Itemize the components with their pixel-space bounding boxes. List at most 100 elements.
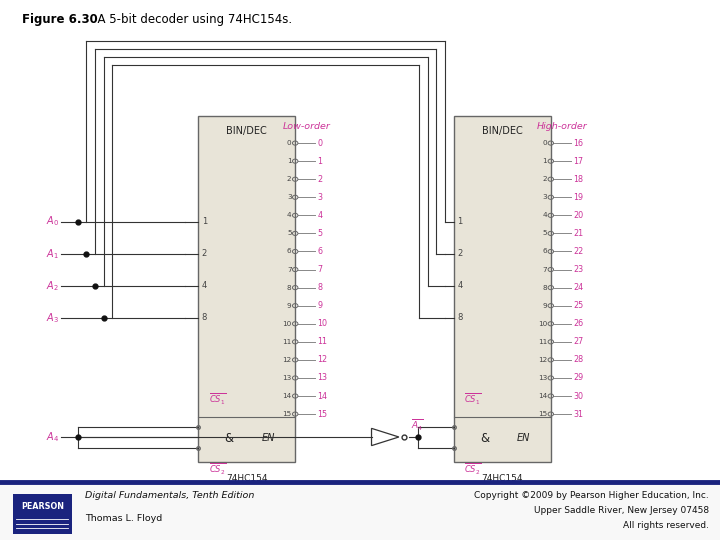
- Text: 31: 31: [573, 409, 583, 418]
- Text: 13: 13: [538, 375, 547, 381]
- Text: 15: 15: [282, 411, 292, 417]
- Text: 5: 5: [287, 231, 292, 237]
- Bar: [198, 116, 295, 462]
- Text: 6: 6: [543, 248, 547, 254]
- Text: 14: 14: [538, 393, 547, 399]
- Text: 0: 0: [318, 139, 323, 147]
- Text: 4: 4: [318, 211, 323, 220]
- Text: 8: 8: [287, 285, 292, 291]
- Text: 2: 2: [457, 249, 462, 258]
- Text: 3: 3: [287, 194, 292, 200]
- Text: 11: 11: [318, 338, 328, 346]
- Text: 26: 26: [573, 319, 583, 328]
- Text: 8: 8: [202, 313, 207, 322]
- Text: $\overline{CS_1}$: $\overline{CS_1}$: [209, 392, 226, 407]
- Text: 9: 9: [543, 303, 547, 309]
- Text: 22: 22: [573, 247, 583, 256]
- Text: $\overline{A_4}$: $\overline{A_4}$: [411, 417, 424, 433]
- Text: 2: 2: [318, 175, 323, 184]
- Text: 18: 18: [573, 175, 583, 184]
- Text: 19: 19: [573, 193, 583, 202]
- Text: 8: 8: [543, 285, 547, 291]
- Text: 5: 5: [543, 231, 547, 237]
- Text: 20: 20: [573, 211, 583, 220]
- Text: 14: 14: [318, 392, 328, 401]
- Text: 13: 13: [282, 375, 292, 381]
- Text: 1: 1: [202, 217, 207, 226]
- Text: 21: 21: [573, 229, 583, 238]
- Text: $A_1$: $A_1$: [46, 247, 59, 260]
- Text: 11: 11: [538, 339, 547, 345]
- Text: Thomas L. Floyd: Thomas L. Floyd: [85, 514, 162, 523]
- Text: PEARSON: PEARSON: [21, 502, 64, 511]
- Text: 13: 13: [318, 374, 328, 382]
- Text: 14: 14: [282, 393, 292, 399]
- Text: 9: 9: [318, 301, 323, 310]
- Bar: [0, 482, 720, 540]
- Text: 6: 6: [287, 248, 292, 254]
- Text: 5: 5: [318, 229, 323, 238]
- Text: 74HC154: 74HC154: [226, 474, 267, 483]
- Text: 7: 7: [318, 265, 323, 274]
- Text: 6: 6: [318, 247, 323, 256]
- Text: EN: EN: [517, 433, 530, 443]
- Text: 2: 2: [543, 176, 547, 182]
- Text: 8: 8: [457, 313, 462, 322]
- Text: 12: 12: [318, 355, 328, 364]
- Text: 3: 3: [543, 194, 547, 200]
- Text: $A_2$: $A_2$: [46, 279, 59, 293]
- Text: 12: 12: [538, 357, 547, 363]
- Bar: [454, 116, 551, 462]
- Text: BIN/DEC: BIN/DEC: [482, 126, 523, 136]
- Text: 2: 2: [287, 176, 292, 182]
- Text: 11: 11: [282, 339, 292, 345]
- Text: $A_4$: $A_4$: [46, 430, 59, 444]
- Text: 10: 10: [318, 319, 328, 328]
- Text: 29: 29: [573, 374, 583, 382]
- Text: 1: 1: [543, 158, 547, 164]
- Text: 4: 4: [543, 212, 547, 218]
- Text: Copyright ©2009 by Pearson Higher Education, Inc.: Copyright ©2009 by Pearson Higher Educat…: [474, 491, 709, 500]
- Text: 30: 30: [573, 392, 583, 401]
- Text: 23: 23: [573, 265, 583, 274]
- Text: Low-order: Low-order: [283, 122, 330, 131]
- Text: 27: 27: [573, 338, 583, 346]
- Text: $\overline{CS_2}$: $\overline{CS_2}$: [209, 462, 226, 477]
- Text: 16: 16: [573, 139, 583, 147]
- Text: 7: 7: [543, 267, 547, 273]
- Text: 12: 12: [282, 357, 292, 363]
- Text: 7: 7: [287, 267, 292, 273]
- Text: 9: 9: [287, 303, 292, 309]
- Text: 8: 8: [318, 283, 323, 292]
- Text: 4: 4: [457, 281, 462, 291]
- Text: 25: 25: [573, 301, 583, 310]
- Text: 15: 15: [538, 411, 547, 417]
- Text: 1: 1: [457, 217, 462, 226]
- Text: $\overline{CS_2}$: $\overline{CS_2}$: [464, 462, 482, 477]
- Text: &: &: [225, 432, 234, 445]
- Text: BIN/DEC: BIN/DEC: [226, 126, 267, 136]
- Text: High-order: High-order: [537, 122, 588, 131]
- Text: Figure 6.30: Figure 6.30: [22, 14, 97, 26]
- Text: 2: 2: [202, 249, 207, 258]
- Text: 0: 0: [287, 140, 292, 146]
- Text: 15: 15: [318, 409, 328, 418]
- Text: 28: 28: [573, 355, 583, 364]
- Text: 24: 24: [573, 283, 583, 292]
- Text: 0: 0: [543, 140, 547, 146]
- Text: 17: 17: [573, 157, 583, 166]
- Text: $\overline{CS_1}$: $\overline{CS_1}$: [464, 392, 482, 407]
- Text: 74HC154: 74HC154: [482, 474, 523, 483]
- Text: 3: 3: [318, 193, 323, 202]
- Text: 4: 4: [287, 212, 292, 218]
- Text: Digital Fundamentals, Tenth Edition: Digital Fundamentals, Tenth Edition: [85, 491, 254, 500]
- Text: $A_3$: $A_3$: [46, 311, 59, 325]
- Bar: [13, 494, 72, 534]
- Text: 10: 10: [538, 321, 547, 327]
- Text: 10: 10: [282, 321, 292, 327]
- Text: $A_0$: $A_0$: [46, 214, 59, 228]
- Text: 4: 4: [202, 281, 207, 291]
- Text: Upper Saddle River, New Jersey 07458: Upper Saddle River, New Jersey 07458: [534, 507, 709, 515]
- Text: EN: EN: [261, 433, 274, 443]
- Text: &: &: [480, 432, 490, 445]
